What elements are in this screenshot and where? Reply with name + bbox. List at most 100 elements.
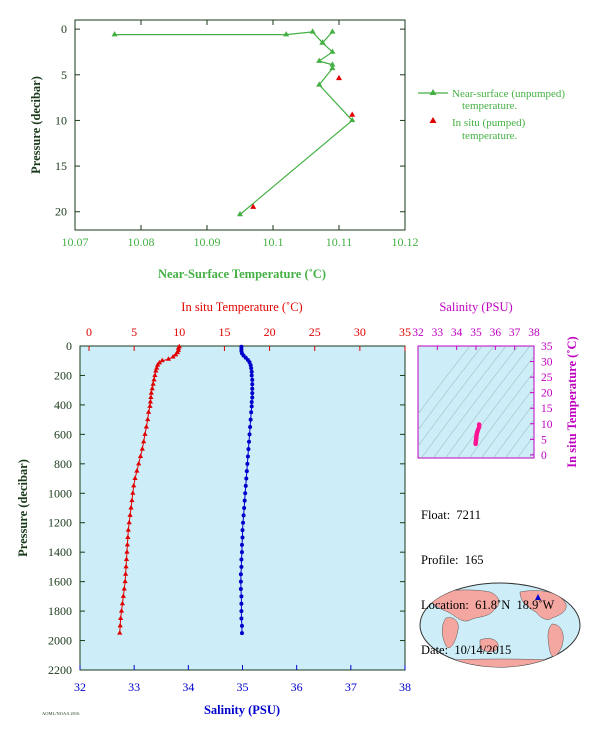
temperature-point — [151, 376, 157, 382]
salinity-point — [239, 542, 244, 547]
temperature-point — [150, 381, 156, 386]
near-surface-point — [316, 81, 323, 87]
location-row: Location: 61.8˚N 18.9˚W — [421, 598, 554, 613]
profile-salinity-ticks: 32 33 34 35 36 37 38 — [74, 665, 411, 694]
in-situ-point — [250, 203, 257, 209]
salinity-point — [241, 513, 246, 518]
ts-temperature-tick-label: 20 — [541, 388, 553, 400]
temperature-tick-label: 35 — [399, 325, 411, 339]
near-surface-x-tick-label: 10.12 — [392, 235, 419, 249]
temperature-tick-label: 5 — [131, 325, 137, 339]
pressure-tick-label: 1600 — [48, 575, 72, 589]
near-surface-x-tick-label: 10.09 — [194, 235, 221, 249]
ts-salinity-axis-label: Salinity (PSU) — [439, 300, 512, 314]
salinity-point — [244, 476, 249, 481]
salinity-tick-label: 36 — [291, 680, 303, 694]
float-location-marker — [535, 594, 541, 600]
density-contour — [481, 387, 534, 458]
near-surface-y-tick-label: 10 — [55, 113, 67, 127]
map-eurasia — [429, 589, 500, 622]
salinity-point — [250, 377, 255, 382]
salinity-tick-label: 33 — [128, 680, 140, 694]
temperature-point — [123, 563, 129, 569]
temperature-point — [123, 556, 130, 562]
ts-temperature-tick-label: 25 — [541, 372, 553, 384]
pressure-tick-label: 2000 — [48, 634, 72, 648]
temperature-point — [118, 615, 124, 620]
salinity-point — [249, 399, 254, 404]
ts-temperature-tick-label: 35 — [541, 341, 553, 353]
density-contour — [469, 371, 534, 458]
temperature-point — [132, 475, 138, 481]
temperature-point — [147, 398, 154, 404]
density-contour — [418, 346, 471, 415]
temperature-point — [149, 385, 155, 391]
profile-row: Profile: 165 — [421, 553, 554, 568]
near-surface-point — [111, 31, 118, 37]
temperature-point — [152, 372, 158, 377]
temperature-point — [128, 505, 134, 510]
ts-temperature-axis-label: In situ Temperature (˚C) — [565, 336, 579, 467]
temperature-point — [122, 571, 129, 576]
salinity-point — [247, 432, 252, 437]
near-surface-point — [329, 64, 336, 71]
temperature-point — [117, 622, 123, 628]
temperature-tick-label: 25 — [309, 325, 321, 339]
temperature-point — [129, 497, 135, 503]
temperature-point — [136, 460, 142, 466]
near-surface-series — [111, 28, 356, 217]
temperature-point — [117, 630, 123, 635]
temperature-point — [120, 593, 126, 598]
salinity-point — [245, 454, 250, 459]
salinity-tick-label: 37 — [345, 680, 357, 694]
salinity-point — [238, 587, 243, 591]
date-label: Date: — [421, 643, 449, 657]
profile-temperature-ticks: 0 5 10 15 20 25 30 35 — [86, 325, 411, 351]
temperature-point — [142, 431, 148, 436]
legend-marker-near-surface — [429, 89, 437, 95]
date-value: 10/14/2015 — [454, 643, 512, 657]
salinity-tick-label: 34 — [182, 680, 194, 694]
temperature-point — [154, 365, 160, 370]
ts-points — [473, 422, 482, 447]
temperature-axis-label: In situ Temperature (˚C) — [181, 300, 302, 314]
salinity-point — [238, 572, 243, 577]
temperature-point — [125, 527, 131, 532]
ts-diagram-panel: 32 33 34 35 36 37 38 0 5 10 15 20 25 30 35 Salinity (… — [412, 300, 579, 468]
float-info: Float: 7211 Profile: 165 Location: 61.8˚… — [421, 478, 554, 688]
density-contour — [421, 346, 507, 458]
salinity-point — [240, 528, 245, 533]
density-contours — [418, 346, 534, 458]
temperature-point — [125, 534, 131, 539]
pressure-tick-label: 1200 — [48, 516, 72, 530]
map-africa — [442, 617, 459, 648]
ts-temperature-tick-label: 15 — [541, 403, 553, 415]
ts-salinity-ticks: 32 33 34 35 36 37 38 — [412, 327, 540, 350]
salinity-tick-label: 35 — [237, 680, 249, 694]
profile-pressure-ticks: 0 200 400 600 800 1000 1200 1400 1600 1800 2000 220… — [48, 339, 405, 677]
ts-temperature-tick-label: 30 — [541, 357, 553, 369]
temperature-tick-label: 20 — [264, 325, 276, 339]
temperature-point — [148, 390, 154, 395]
temperature-tick-label: 0 — [86, 325, 92, 339]
salinity-point — [238, 579, 243, 584]
salinity-point — [250, 386, 255, 391]
near-surface-x-axis-label: Near-Surface Temperature (˚C) — [158, 267, 326, 281]
salinity-point — [249, 404, 254, 409]
salinity-point — [249, 369, 254, 374]
density-contour — [457, 355, 534, 458]
density-contour — [445, 346, 531, 458]
near-surface-plot-frame — [74, 19, 406, 231]
near-surface-point — [319, 39, 326, 45]
pressure-tick-label: 1800 — [48, 604, 72, 618]
salinity-point — [244, 469, 249, 474]
near-surface-y-tick-label: 20 — [55, 205, 67, 219]
ts-temperature-tick-label: 5 — [541, 434, 547, 446]
ts-salinity-tick-label: 38 — [528, 327, 540, 339]
temperature-point — [126, 519, 132, 525]
temperature-tick-label: 10 — [173, 325, 185, 339]
near-surface-x-tick-label: 10.07 — [62, 235, 89, 249]
temperature-point — [148, 394, 154, 400]
temperature-point — [165, 356, 172, 361]
